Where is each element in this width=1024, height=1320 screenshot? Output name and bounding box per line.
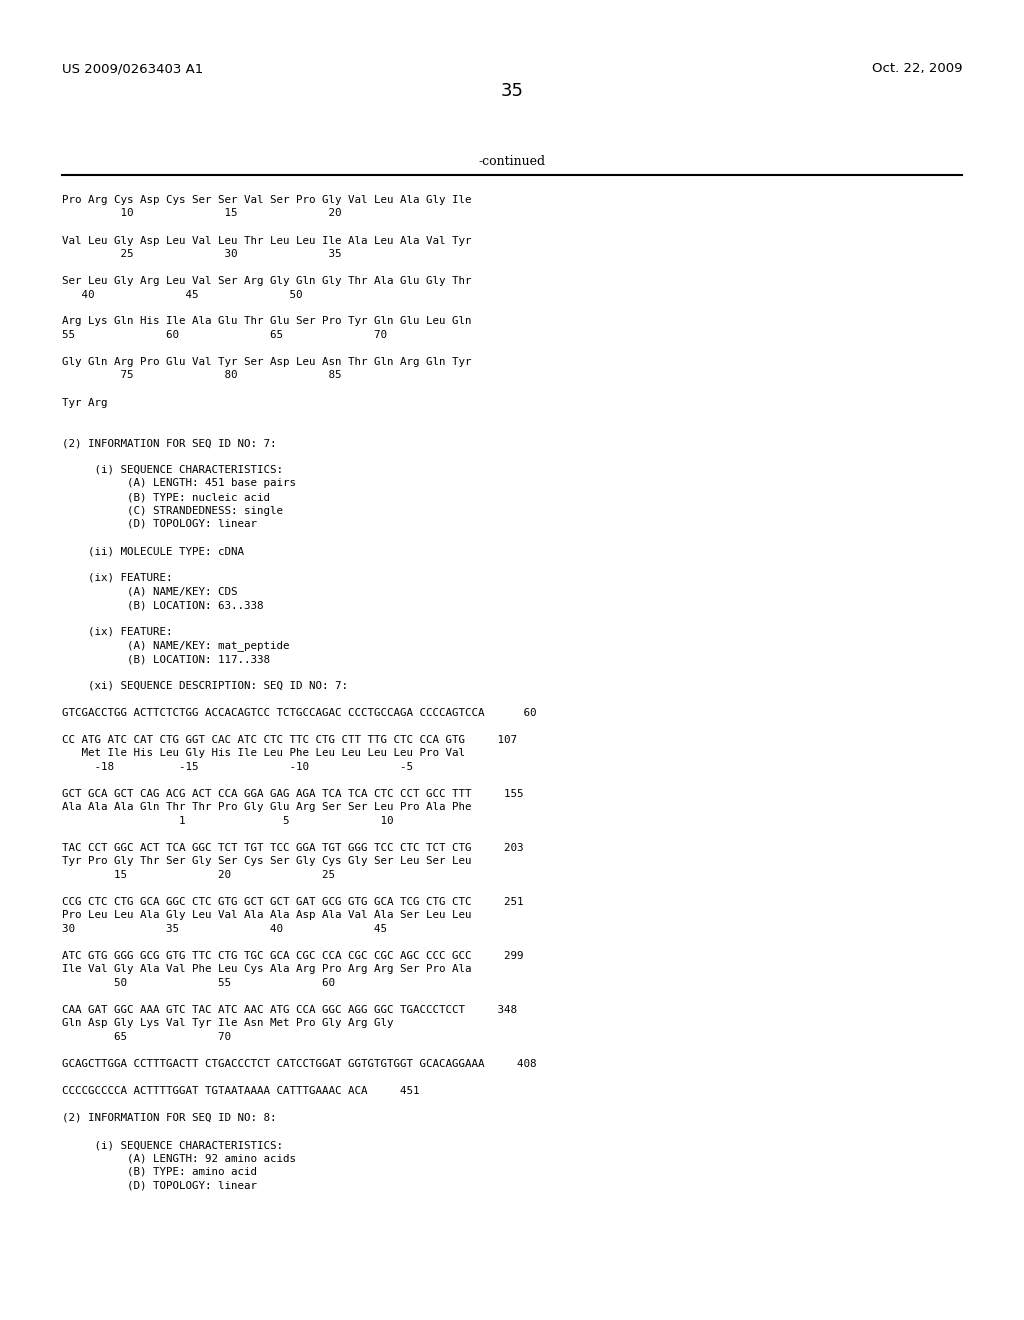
Text: (ix) FEATURE:: (ix) FEATURE: <box>62 573 172 583</box>
Text: (B) LOCATION: 63..338: (B) LOCATION: 63..338 <box>62 601 263 610</box>
Text: Arg Lys Gln His Ile Ala Glu Thr Glu Ser Pro Tyr Gln Glu Leu Gln: Arg Lys Gln His Ile Ala Glu Thr Glu Ser … <box>62 317 471 326</box>
Text: US 2009/0263403 A1: US 2009/0263403 A1 <box>62 62 203 75</box>
Text: 40              45              50: 40 45 50 <box>62 289 302 300</box>
Text: 15              20              25: 15 20 25 <box>62 870 335 880</box>
Text: (C) STRANDEDNESS: single: (C) STRANDEDNESS: single <box>62 506 283 516</box>
Text: Met Ile His Leu Gly His Ile Leu Phe Leu Leu Leu Leu Pro Val: Met Ile His Leu Gly His Ile Leu Phe Leu … <box>62 748 465 759</box>
Text: Pro Arg Cys Asp Cys Ser Ser Val Ser Pro Gly Val Leu Ala Gly Ile: Pro Arg Cys Asp Cys Ser Ser Val Ser Pro … <box>62 195 471 205</box>
Text: (D) TOPOLOGY: linear: (D) TOPOLOGY: linear <box>62 519 257 529</box>
Text: (ix) FEATURE:: (ix) FEATURE: <box>62 627 172 638</box>
Text: (2) INFORMATION FOR SEQ ID NO: 8:: (2) INFORMATION FOR SEQ ID NO: 8: <box>62 1113 276 1123</box>
Text: Tyr Pro Gly Thr Ser Gly Ser Cys Ser Gly Cys Gly Ser Leu Ser Leu: Tyr Pro Gly Thr Ser Gly Ser Cys Ser Gly … <box>62 857 471 866</box>
Text: CCG CTC CTG GCA GGC CTC GTG GCT GCT GAT GCG GTG GCA TCG CTG CTC     251: CCG CTC CTG GCA GGC CTC GTG GCT GCT GAT … <box>62 898 523 907</box>
Text: 65              70: 65 70 <box>62 1032 231 1041</box>
Text: TAC CCT GGC ACT TCA GGC TCT TGT TCC GGA TGT GGG TCC CTC TCT CTG     203: TAC CCT GGC ACT TCA GGC TCT TGT TCC GGA … <box>62 843 523 853</box>
Text: CC ATG ATC CAT CTG GGT CAC ATC CTC TTC CTG CTT TTG CTC CCA GTG     107: CC ATG ATC CAT CTG GGT CAC ATC CTC TTC C… <box>62 735 517 744</box>
Text: (xi) SEQUENCE DESCRIPTION: SEQ ID NO: 7:: (xi) SEQUENCE DESCRIPTION: SEQ ID NO: 7: <box>62 681 348 690</box>
Text: Val Leu Gly Asp Leu Val Leu Thr Leu Leu Ile Ala Leu Ala Val Tyr: Val Leu Gly Asp Leu Val Leu Thr Leu Leu … <box>62 235 471 246</box>
Text: 75              80              85: 75 80 85 <box>62 371 341 380</box>
Text: (i) SEQUENCE CHARACTERISTICS:: (i) SEQUENCE CHARACTERISTICS: <box>62 465 283 475</box>
Text: (D) TOPOLOGY: linear: (D) TOPOLOGY: linear <box>62 1180 257 1191</box>
Text: (B) TYPE: amino acid: (B) TYPE: amino acid <box>62 1167 257 1177</box>
Text: 10              15              20: 10 15 20 <box>62 209 341 219</box>
Text: Ile Val Gly Ala Val Phe Leu Cys Ala Arg Pro Arg Arg Ser Pro Ala: Ile Val Gly Ala Val Phe Leu Cys Ala Arg … <box>62 965 471 974</box>
Text: (A) NAME/KEY: mat_peptide: (A) NAME/KEY: mat_peptide <box>62 640 290 651</box>
Text: 25              30              35: 25 30 35 <box>62 249 341 259</box>
Text: Gln Asp Gly Lys Val Tyr Ile Asn Met Pro Gly Arg Gly: Gln Asp Gly Lys Val Tyr Ile Asn Met Pro … <box>62 1019 393 1028</box>
Text: (A) NAME/KEY: CDS: (A) NAME/KEY: CDS <box>62 586 238 597</box>
Text: 35: 35 <box>501 82 523 100</box>
Text: ATC GTG GGG GCG GTG TTC CTG TGC GCA CGC CCA CGC CGC AGC CCC GCC     299: ATC GTG GGG GCG GTG TTC CTG TGC GCA CGC … <box>62 950 523 961</box>
Text: (ii) MOLECULE TYPE: cDNA: (ii) MOLECULE TYPE: cDNA <box>62 546 244 556</box>
Text: (A) LENGTH: 92 amino acids: (A) LENGTH: 92 amino acids <box>62 1154 296 1163</box>
Text: GCAGCTTGGA CCTTTGACTT CTGACCCTCT CATCCTGGAT GGTGTGTGGT GCACAGGAAA     408: GCAGCTTGGA CCTTTGACTT CTGACCCTCT CATCCTG… <box>62 1059 537 1069</box>
Text: Tyr Arg: Tyr Arg <box>62 397 108 408</box>
Text: 30              35              40              45: 30 35 40 45 <box>62 924 387 935</box>
Text: Oct. 22, 2009: Oct. 22, 2009 <box>871 62 962 75</box>
Text: 1               5              10: 1 5 10 <box>62 816 393 826</box>
Text: 55              60              65              70: 55 60 65 70 <box>62 330 387 341</box>
Text: Gly Gln Arg Pro Glu Val Tyr Ser Asp Leu Asn Thr Gln Arg Gln Tyr: Gly Gln Arg Pro Glu Val Tyr Ser Asp Leu … <box>62 356 471 367</box>
Text: (2) INFORMATION FOR SEQ ID NO: 7:: (2) INFORMATION FOR SEQ ID NO: 7: <box>62 438 276 447</box>
Text: GCT GCA GCT CAG ACG ACT CCA GGA GAG AGA TCA TCA CTC CCT GCC TTT     155: GCT GCA GCT CAG ACG ACT CCA GGA GAG AGA … <box>62 789 523 799</box>
Text: (A) LENGTH: 451 base pairs: (A) LENGTH: 451 base pairs <box>62 479 296 488</box>
Text: Pro Leu Leu Ala Gly Leu Val Ala Ala Asp Ala Val Ala Ser Leu Leu: Pro Leu Leu Ala Gly Leu Val Ala Ala Asp … <box>62 911 471 920</box>
Text: GTCGACCTGG ACTTCTCTGG ACCACAGTCC TCTGCCAGAC CCCTGCCAGA CCCCAGTCCA      60: GTCGACCTGG ACTTCTCTGG ACCACAGTCC TCTGCCA… <box>62 708 537 718</box>
Text: -continued: -continued <box>478 154 546 168</box>
Text: CCCCGCCCCA ACTTTTGGAT TGTAATAAAA CATTTGAAAC ACA     451: CCCCGCCCCA ACTTTTGGAT TGTAATAAAA CATTTGA… <box>62 1086 420 1096</box>
Text: CAA GAT GGC AAA GTC TAC ATC AAC ATG CCA GGC AGG GGC TGACCCTCCT     348: CAA GAT GGC AAA GTC TAC ATC AAC ATG CCA … <box>62 1005 517 1015</box>
Text: Ala Ala Ala Gln Thr Thr Pro Gly Glu Arg Ser Ser Leu Pro Ala Phe: Ala Ala Ala Gln Thr Thr Pro Gly Glu Arg … <box>62 803 471 813</box>
Text: 50              55              60: 50 55 60 <box>62 978 335 987</box>
Text: (B) LOCATION: 117..338: (B) LOCATION: 117..338 <box>62 653 270 664</box>
Text: Ser Leu Gly Arg Leu Val Ser Arg Gly Gln Gly Thr Ala Glu Gly Thr: Ser Leu Gly Arg Leu Val Ser Arg Gly Gln … <box>62 276 471 286</box>
Text: -18          -15              -10              -5: -18 -15 -10 -5 <box>62 762 413 772</box>
Text: (B) TYPE: nucleic acid: (B) TYPE: nucleic acid <box>62 492 270 502</box>
Text: (i) SEQUENCE CHARACTERISTICS:: (i) SEQUENCE CHARACTERISTICS: <box>62 1140 283 1150</box>
